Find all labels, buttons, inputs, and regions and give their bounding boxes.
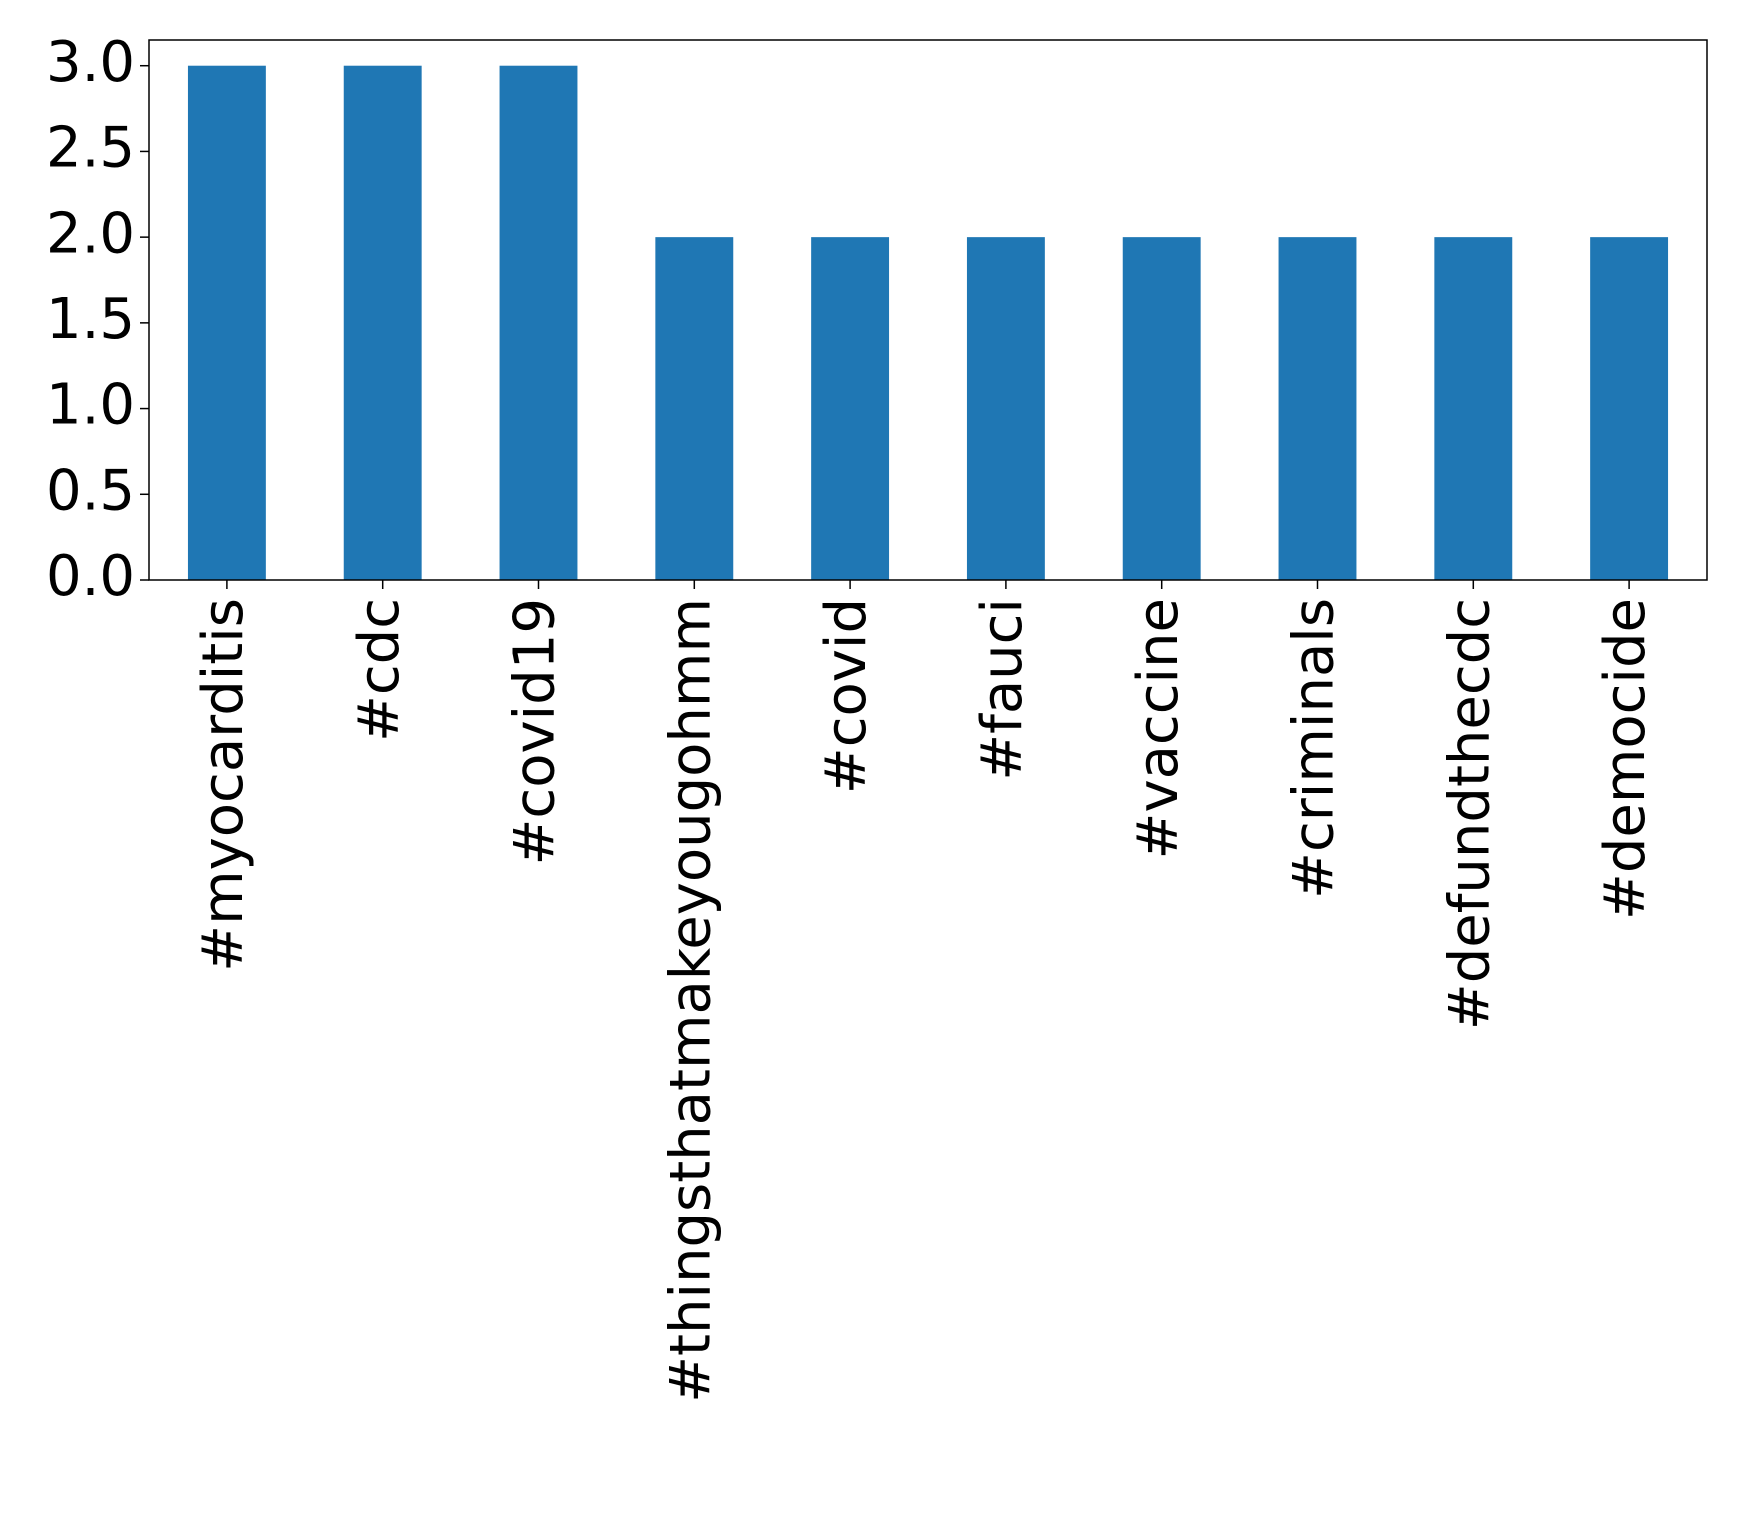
- x-tick-label: #vaccine: [1126, 598, 1191, 859]
- y-tick-label: 3.0: [46, 30, 135, 95]
- bar: [187, 65, 266, 580]
- plot-frame: [148, 39, 1708, 581]
- y-tick-label: 0.5: [46, 458, 135, 523]
- y-tick-label: 0.0: [46, 544, 135, 609]
- x-tick-label: #covid: [814, 598, 879, 794]
- y-tick-label: 2.5: [46, 116, 135, 181]
- bar: [655, 237, 734, 580]
- bar: [1122, 237, 1201, 580]
- x-tick-label: #myocarditis: [191, 598, 256, 972]
- bar: [343, 65, 422, 580]
- x-tick-label: #fauci: [970, 598, 1035, 781]
- bar: [499, 65, 578, 580]
- bar: [966, 237, 1045, 580]
- x-tick-label: #defundthecdc: [1437, 598, 1502, 1030]
- x-tick-label: #thingsthatmakeyougohmm: [658, 598, 723, 1403]
- x-tick-label: #democide: [1593, 598, 1658, 920]
- x-tick-label: #criminals: [1282, 598, 1347, 899]
- bar: [1278, 237, 1357, 580]
- y-tick-label: 2.0: [46, 201, 135, 266]
- bar: [1434, 237, 1513, 580]
- bar: [1590, 237, 1669, 580]
- y-tick-label: 1.5: [46, 287, 135, 352]
- x-tick-label: #covid19: [503, 598, 568, 865]
- y-tick-label: 1.0: [46, 373, 135, 438]
- x-tick-label: #cdc: [347, 598, 412, 742]
- bar: [811, 237, 890, 580]
